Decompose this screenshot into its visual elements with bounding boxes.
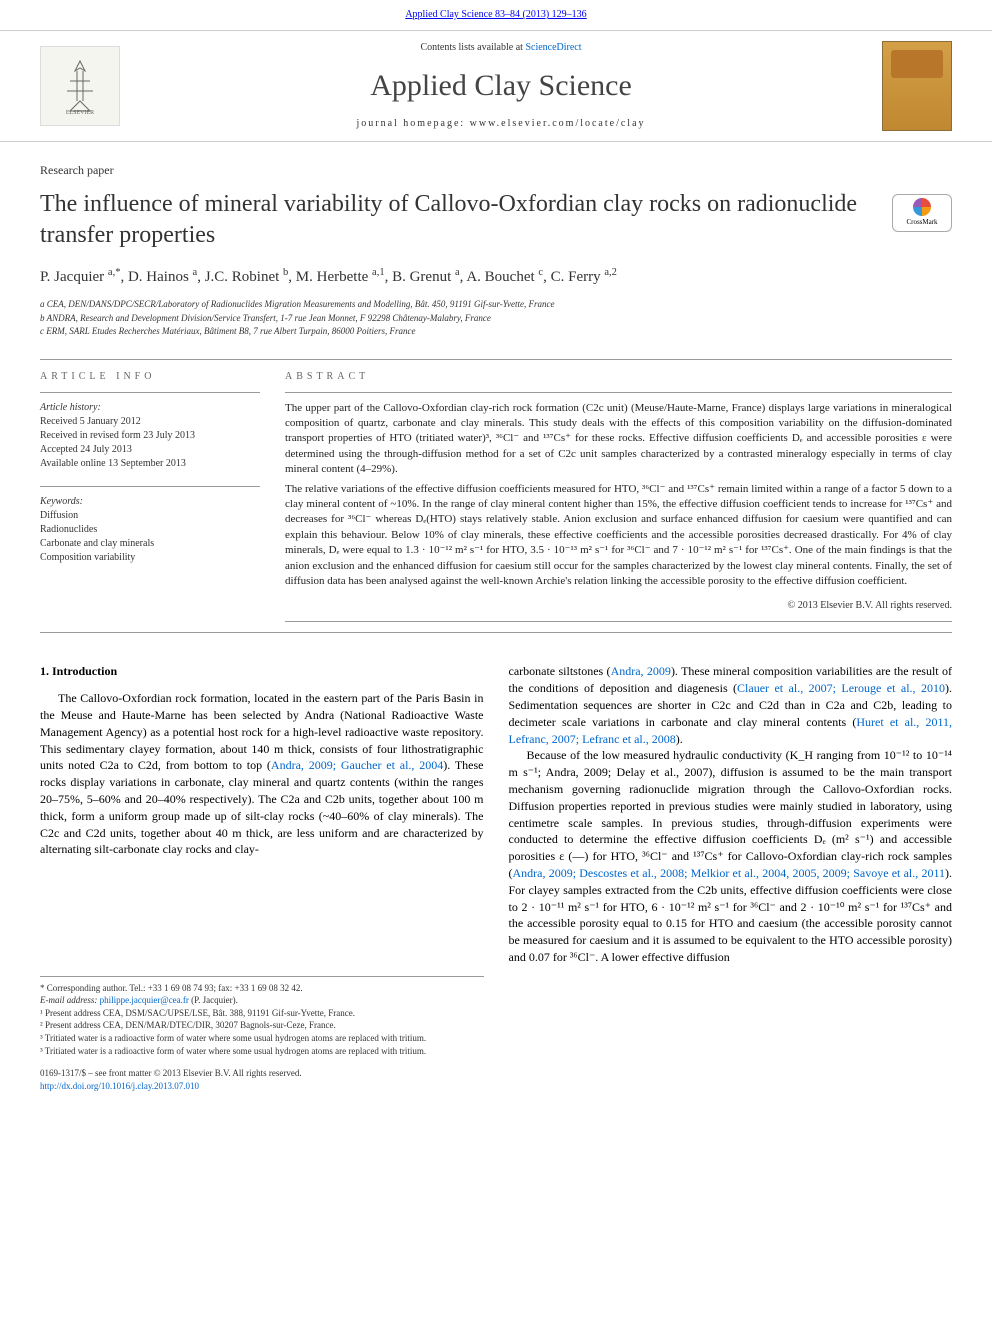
crossmark-label: CrossMark [906,218,937,228]
history-received: Received 5 January 2012 [40,415,260,429]
abstract-head: ABSTRACT [285,370,952,384]
history-revised: Received in revised form 23 July 2013 [40,429,260,443]
journal-name: Applied Clay Science [120,65,882,107]
doi-link[interactable]: http://dx.doi.org/10.1016/j.clay.2013.07… [40,1081,199,1091]
footnote-3: ³ Tritiated water is a radioactive form … [40,1032,484,1045]
divider [40,359,952,360]
header-citation[interactable]: Applied Clay Science 83–84 (2013) 129–13… [0,0,992,30]
affiliations: a CEA, DEN/DANS/DPC/SECR/Laboratory of R… [0,298,992,349]
footnote-corresponding: * Corresponding author. Tel.: +33 1 69 0… [40,982,484,995]
sciencedirect-link[interactable]: ScienceDirect [525,42,581,53]
keyword: Composition variability [40,551,260,565]
journal-banner: ELSEVIER Contents lists available at Sci… [0,30,992,142]
keywords-label: Keywords: [40,495,260,509]
article-info-head: ARTICLE INFO [40,370,260,384]
footer-issn: 0169-1317/$ – see front matter © 2013 El… [40,1067,484,1080]
abstract-text: The upper part of the Callovo-Oxfordian … [285,401,952,590]
affiliation-a: a CEA, DEN/DANS/DPC/SECR/Laboratory of R… [40,298,952,312]
history-label: Article history: [40,401,260,415]
affiliation-c: c ERM, SARL Etudes Recherches Matériaux,… [40,325,952,339]
footnote-email: E-mail address: philippe.jacquier@cea.fr… [40,994,484,1007]
intro-para-3: Because of the low measured hydraulic co… [509,747,953,965]
divider [40,632,952,633]
abstract-p1: The upper part of the Callovo-Oxfordian … [285,401,952,478]
footnote-3b: ³ Tritiated water is a radioactive form … [40,1045,484,1058]
footnote-1: ¹ Present address CEA, DSM/SAC/UPSE/LSE,… [40,1007,484,1020]
journal-homepage: journal homepage: www.elsevier.com/locat… [120,117,882,131]
svg-text:ELSEVIER: ELSEVIER [66,110,94,116]
keyword: Carbonate and clay minerals [40,537,260,551]
affiliation-b: b ANDRA, Research and Development Divisi… [40,312,952,326]
elsevier-logo: ELSEVIER [40,46,120,126]
divider [40,392,260,393]
abstract-p2: The relative variations of the effective… [285,482,952,590]
abstract-copyright: © 2013 Elsevier B.V. All rights reserved… [285,599,952,613]
keyword: Diffusion [40,509,260,523]
contents-list-text: Contents lists available at ScienceDirec… [120,41,882,55]
intro-heading: 1. Introduction [40,663,484,680]
divider [285,621,952,622]
intro-para-1: The Callovo-Oxfordian rock formation, lo… [40,690,484,858]
crossmark-badge[interactable]: CrossMark [892,194,952,232]
footnote-2: ² Present address CEA, DEN/MAR/DTEC/DIR,… [40,1019,484,1032]
divider [285,392,952,393]
paper-type: Research paper [0,142,992,184]
keyword: Radionuclides [40,523,260,537]
divider [40,486,260,487]
crossmark-icon [913,198,931,216]
email-link[interactable]: philippe.jacquier@cea.fr [100,995,189,1005]
history-online: Available online 13 September 2013 [40,457,260,471]
history-accepted: Accepted 24 July 2013 [40,443,260,457]
authors: P. Jacquier a,*, D. Hainos a, J.C. Robin… [0,266,992,298]
intro-para-2: carbonate siltstones (Andra, 2009). Thes… [509,663,953,747]
paper-title: The influence of mineral variability of … [40,184,872,266]
journal-cover-thumbnail [882,41,952,131]
